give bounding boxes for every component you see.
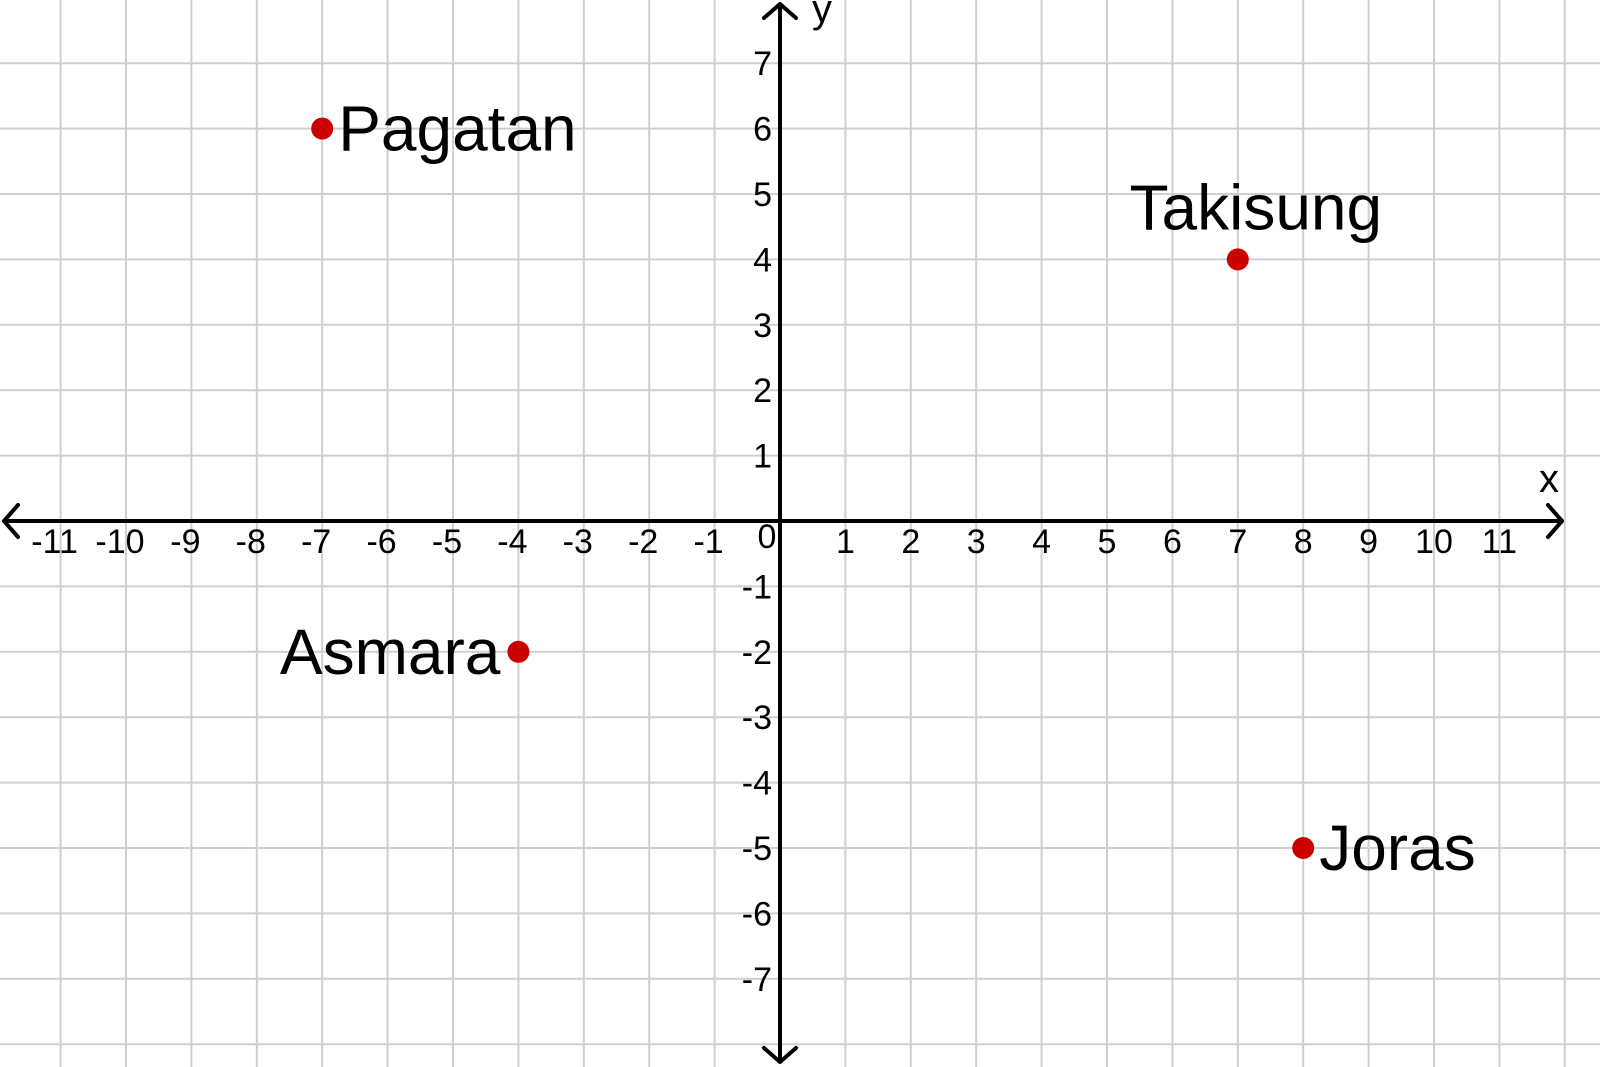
y-tick-label: -3 [742, 699, 772, 737]
tick-labels: -11 -10 -9 -8 -7 -6 -5 -4 -3 -2 -1 1 2 3 4 5 6 7 8 9 10 11765… [31, 45, 1517, 999]
origin-label: 0 [758, 518, 777, 556]
x-tick-label: -10 [95, 523, 144, 561]
x-tick-label: 10 [1415, 523, 1453, 561]
point-label: Joras [1319, 812, 1476, 884]
point-label: Asmara [280, 616, 501, 688]
x-axis-label: x [1539, 457, 1559, 501]
x-tick-label: -6 [366, 523, 396, 561]
x-tick-label: -4 [497, 523, 527, 561]
x-axis-arrow-left-icon [2, 503, 20, 539]
x-tick-label: -9 [170, 523, 200, 561]
x-tick-label: 9 [1359, 523, 1378, 561]
x-tick-label: 3 [967, 523, 986, 561]
x-tick-label: 6 [1163, 523, 1182, 561]
y-tick-label: 5 [753, 176, 772, 214]
x-tick-label: -3 [563, 523, 593, 561]
y-tick-label: 3 [753, 307, 772, 345]
y-axis-label: y [812, 0, 832, 31]
x-tick-label: -2 [628, 523, 658, 561]
y-axis-arrow-down-icon [762, 1046, 798, 1064]
y-tick-label: -6 [742, 895, 772, 933]
y-tick-label: -7 [742, 961, 772, 999]
y-tick-label: 7 [753, 45, 772, 83]
point-label: Takisung [1130, 171, 1383, 243]
data-point [1226, 248, 1249, 271]
x-tick-label: 1 [836, 523, 855, 561]
x-tick-label: 2 [901, 523, 920, 561]
x-tick-label: 5 [1098, 523, 1117, 561]
x-tick-label: -7 [301, 523, 331, 561]
y-axis-arrow-up-icon [762, 2, 798, 20]
data-point [1292, 837, 1315, 859]
x-tick-label: 7 [1228, 523, 1247, 561]
x-tick-label: 11 [1482, 523, 1517, 561]
data-point [507, 640, 530, 663]
y-tick-label: 6 [753, 111, 772, 149]
data-point [311, 117, 334, 140]
x-tick-label: 4 [1032, 523, 1051, 561]
y-tick-label: 2 [753, 372, 772, 410]
y-tick-label: -5 [742, 830, 772, 868]
axes [2, 2, 1564, 1064]
y-tick-label: 1 [753, 438, 772, 476]
x-tick-label: -5 [432, 523, 462, 561]
y-tick-label: 4 [753, 241, 772, 279]
y-tick-label: -2 [742, 634, 772, 672]
y-tick-label: -4 [742, 765, 772, 803]
x-tick-label: -8 [236, 523, 266, 561]
y-tick-label: -1 [742, 568, 772, 606]
x-tick-label: 8 [1294, 523, 1313, 561]
data-points: Pagatan Takisung Asmara Joras [280, 93, 1476, 884]
x-axis-arrow-right-icon [1546, 503, 1564, 539]
x-tick-label: -11 [31, 523, 78, 561]
x-tick-label: -1 [693, 523, 723, 561]
point-label: Pagatan [338, 93, 576, 165]
